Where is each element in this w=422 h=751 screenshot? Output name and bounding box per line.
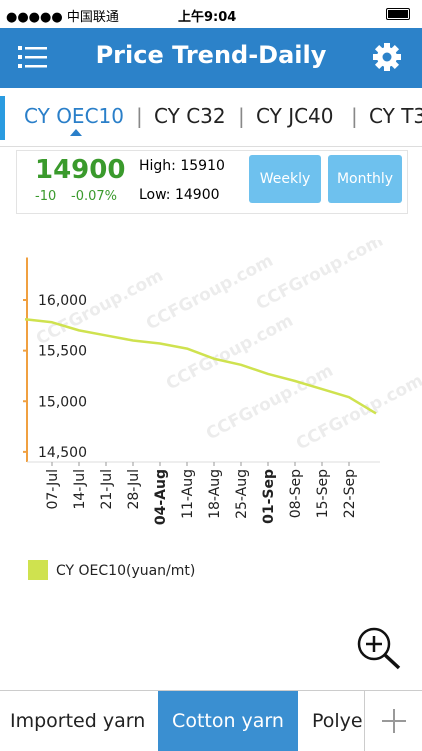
y-tick-label: 15,500 [38,344,87,360]
low: Low: 14900 [139,187,220,203]
high: High: 15910 [139,158,225,174]
tab-separator: | [238,104,245,128]
active-marker [70,129,82,136]
y-tick-label: 15,000 [38,394,87,410]
settings-icon[interactable] [372,42,402,72]
watermark: CCFGroup.com [163,311,297,395]
x-tick-label: 14-Jul [72,469,88,510]
x-tick-label: 08-Sep [288,469,304,518]
y-tick-label: 14,500 [38,445,87,461]
x-tick-label: 01-Sep [261,469,277,524]
x-tick-label: 28-Jul [126,469,142,510]
x-tick-label: 22-Sep [342,469,358,518]
menu-icon[interactable] [18,44,48,70]
monthly-button[interactable]: Monthly [328,155,402,203]
watermark: CCFGroup.com [143,251,277,335]
bottom-tab-active[interactable]: Cotton yarn [158,691,298,751]
series-line [24,317,377,415]
watermark: CCFGroup.com [253,240,387,314]
tab[interactable]: CY T3 [369,104,422,128]
time: 上午9:04 [178,10,237,25]
x-tick-label: 15-Sep [315,469,331,518]
x-tick-label: 11-Aug [180,469,196,519]
x-tick-label: 04-Aug [153,469,169,525]
bottom-tab[interactable]: Imported yarn [10,710,146,732]
carrier: ●●●●● 中国联通 [6,10,119,25]
add-button[interactable] [364,691,422,751]
change: -10 [35,189,57,204]
y-tick-label: 16,000 [38,293,87,309]
tab-separator: | [351,104,358,128]
tab[interactable]: CY OEC10 [24,104,124,128]
tab[interactable]: CY C32 [154,104,226,128]
x-tick-label: 21-Jul [99,469,115,510]
tab-bar: CY OEC10 | CY C32 | CY JC40 | CY T3 [0,88,422,147]
chart: CCFGroup.comCCFGroup.comCCFGroup.comCCFG… [23,240,422,580]
status-bar: ●●●●● 中国联通 上午9:04 [0,0,422,28]
tab[interactable]: CY JC40 [256,104,334,128]
header: Price Trend-Daily [0,28,422,88]
weekly-button[interactable]: Weekly [249,155,321,203]
battery [386,8,410,20]
zoom-icon[interactable] [356,626,402,670]
price: 14900 [35,155,126,185]
title: Price Trend-Daily [95,41,327,69]
change-pct: -0.07% [71,189,117,204]
tab-separator: | [136,104,143,128]
x-tick-label: 07-Jul [45,469,61,510]
bottom-tab[interactable]: Polye [312,710,362,732]
quote-box: 14900 -10 -0.07% High: 15910 Low: 14900 … [16,150,408,214]
legend-swatch [28,560,48,580]
x-tick-label: 25-Aug [234,469,250,519]
legend-label: CY OEC10(yuan/mt) [56,563,195,579]
tab-accent [0,96,5,140]
x-tick-label: 18-Aug [207,469,223,519]
bottom-bar: Imported yarn Cotton yarn Polye [0,690,422,751]
